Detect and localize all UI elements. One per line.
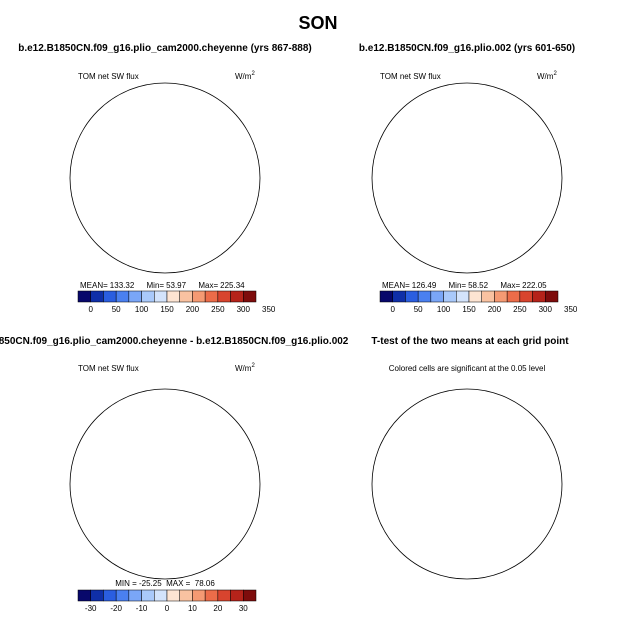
colorbar-tick-label: 150 xyxy=(462,305,476,314)
colorbar-swatch xyxy=(230,290,244,303)
colorbar-tick-label: 100 xyxy=(135,305,149,314)
colorbar-swatch xyxy=(456,290,470,303)
colorbar-tick-label: 250 xyxy=(513,305,527,314)
colorbar-swatch xyxy=(128,290,142,303)
variable-label: TOM net SW flux xyxy=(78,72,139,81)
colorbar-swatch xyxy=(154,589,168,602)
stats-line: MEAN= 133.32 Min= 53.97 Max= 225.34 xyxy=(80,281,245,290)
panel-bottom-left: 31850CN.f09_g16.plio_cam2000.cheyenne - … xyxy=(0,336,349,613)
colorbar-tick-label: 100 xyxy=(437,305,451,314)
colorbar-swatch xyxy=(103,290,117,303)
map-border xyxy=(371,388,563,580)
colorbar-tick-label: 200 xyxy=(488,305,502,314)
colorbar-swatch xyxy=(192,290,206,303)
colorbar: -30 -20 -10 0 10 20 30 xyxy=(77,589,257,613)
map-border xyxy=(69,82,261,274)
colorbar-swatch xyxy=(77,589,91,602)
colorbar-swatch xyxy=(115,589,130,602)
colorbar-tick-label: 50 xyxy=(414,305,423,314)
colorbar-swatch xyxy=(90,589,104,602)
colorbar-swatch xyxy=(217,290,231,303)
colorbar-swatch xyxy=(204,589,219,602)
colorbar-swatch xyxy=(217,589,231,602)
colorbar-swatch xyxy=(519,290,533,303)
colorbar-swatch xyxy=(154,290,168,303)
colorbar-swatch xyxy=(494,290,508,303)
stats-line: MIN = -25.25 MAX = 78.06 xyxy=(115,579,215,588)
colorbar-swatch xyxy=(230,589,244,602)
colorbar-swatch xyxy=(141,589,155,602)
colorbar-swatch xyxy=(77,290,91,303)
units-label: W/m2 xyxy=(537,71,557,81)
panel-top-right: b.e12.B1850CN.f09_g16.plio.002 (yrs 601-… xyxy=(359,43,578,314)
map-border xyxy=(69,388,261,580)
colorbar-tick-label: 30 xyxy=(239,604,248,613)
colorbar: 0 50 100 150 200 250 300 350 xyxy=(379,290,578,314)
colorbar-swatch xyxy=(166,589,180,602)
colorbar-swatch xyxy=(128,589,142,602)
colorbar-swatch xyxy=(506,290,521,303)
colorbar-swatch xyxy=(379,290,393,303)
colorbar-swatch xyxy=(405,290,419,303)
panel-title: 31850CN.f09_g16.plio_cam2000.cheyenne - … xyxy=(0,336,349,347)
colorbar-tick-label: -20 xyxy=(110,604,122,613)
colorbar-tick-label: 10 xyxy=(188,604,197,613)
colorbar-tick-label: 0 xyxy=(88,305,93,314)
panel-bottom-right: T-test of the two means at each grid poi… xyxy=(371,336,569,580)
colorbar-swatch xyxy=(166,290,180,303)
units-label: W/m2 xyxy=(235,363,255,373)
colorbar-swatch xyxy=(532,290,546,303)
colorbar-tick-label: 300 xyxy=(539,305,553,314)
stats-line: MEAN= 126.49 Min= 58.52 Max= 222.05 xyxy=(382,281,547,290)
colorbar-swatch xyxy=(141,290,155,303)
map-border xyxy=(371,82,563,274)
colorbar-tick-label: 200 xyxy=(186,305,200,314)
colorbar-swatch xyxy=(430,290,444,303)
figure-title: SON xyxy=(298,13,337,33)
colorbar-swatch xyxy=(243,290,257,303)
colorbar-tick-label: 350 xyxy=(564,305,578,314)
colorbar-swatch xyxy=(545,290,559,303)
panel-top-left: b.e12.B1850CN.f09_g16.plio_cam2000.cheye… xyxy=(18,43,312,314)
colorbar-swatch xyxy=(468,290,482,303)
colorbar-tick-label: 250 xyxy=(211,305,225,314)
panel-title: T-test of the two means at each grid poi… xyxy=(371,336,569,347)
panel-title: b.e12.B1850CN.f09_g16.plio.002 (yrs 601-… xyxy=(359,43,575,54)
colorbar-swatch xyxy=(179,290,193,303)
colorbar-swatch xyxy=(243,589,257,602)
colorbar-tick-label: -10 xyxy=(136,604,148,613)
colorbar-swatch xyxy=(179,589,193,602)
colorbar-tick-label: 0 xyxy=(390,305,395,314)
panel-subtitle: Colored cells are significant at the 0.0… xyxy=(389,364,546,373)
panel-title: b.e12.B1850CN.f09_g16.plio_cam2000.cheye… xyxy=(18,43,312,54)
colorbar-swatch xyxy=(204,290,219,303)
colorbar-swatch xyxy=(103,589,117,602)
colorbar-tick-label: 0 xyxy=(165,604,170,613)
colorbar-swatch xyxy=(443,290,457,303)
variable-label: TOM net SW flux xyxy=(380,72,441,81)
colorbar-swatch xyxy=(115,290,130,303)
colorbar-tick-label: 300 xyxy=(237,305,251,314)
colorbar-swatch xyxy=(481,290,495,303)
variable-label: TOM net SW flux xyxy=(78,364,139,373)
colorbar-tick-label: -30 xyxy=(85,604,97,613)
colorbar-tick-label: 50 xyxy=(112,305,121,314)
colorbar-swatch xyxy=(192,589,206,602)
colorbar: 0 50 100 150 200 250 300 350 xyxy=(77,290,276,314)
colorbar-swatch xyxy=(90,290,104,303)
colorbar-tick-label: 150 xyxy=(160,305,174,314)
colorbar-tick-label: 350 xyxy=(262,305,276,314)
units-label: W/m2 xyxy=(235,71,255,81)
colorbar-swatch xyxy=(392,290,406,303)
colorbar-swatch xyxy=(417,290,432,303)
colorbar-tick-label: 20 xyxy=(213,604,222,613)
